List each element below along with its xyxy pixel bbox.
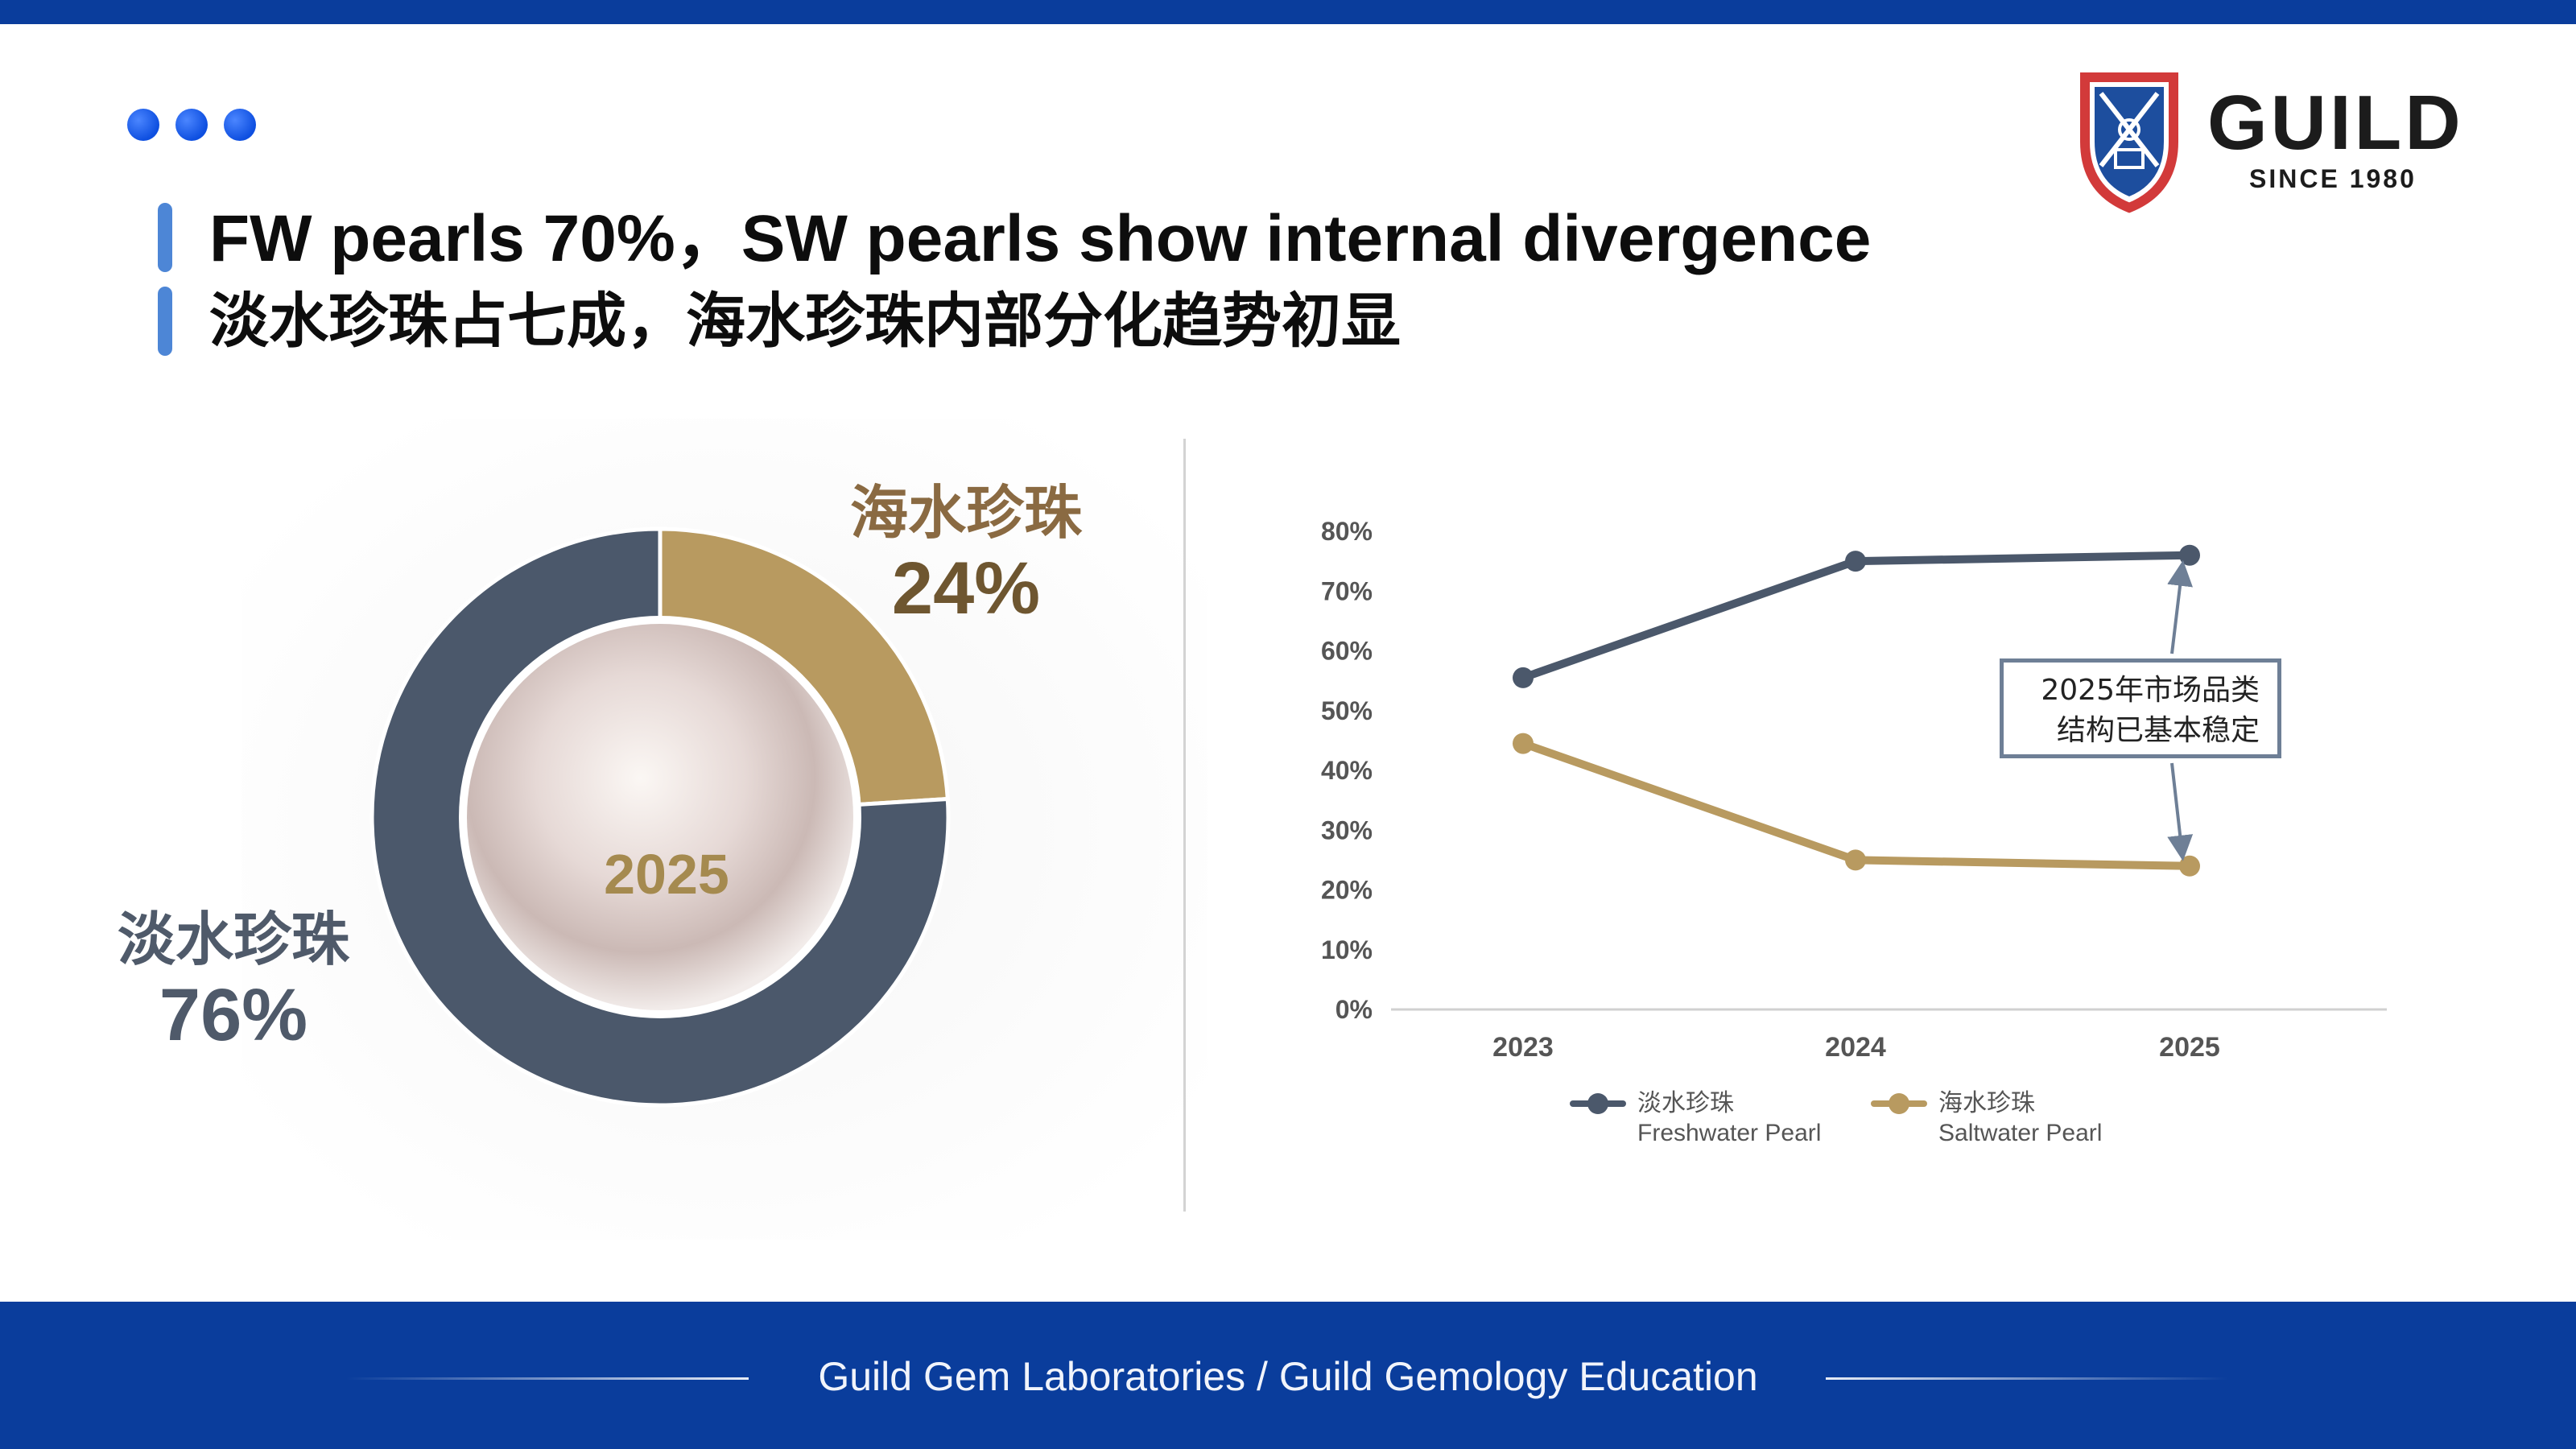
decorative-dots: [127, 109, 256, 141]
y-tick-label: 50%: [1321, 696, 1373, 725]
annotation-line-2: 结构已基本稳定: [2056, 714, 2260, 747]
donut-center-year: 2025: [604, 843, 729, 906]
data-point-saltwater: [2179, 855, 2200, 877]
donut-chart: 2025: [242, 419, 1208, 1240]
footer-bar: Guild Gem Laboratories / Guild Gemology …: [0, 1302, 2576, 1449]
y-tick-label: 70%: [1321, 576, 1373, 605]
pearl-image: [467, 624, 853, 1010]
title-chinese: 淡水珍珠占七成，海水珍珠内部分化趋势初显: [209, 286, 1401, 356]
line-chart: 0% 10% 20% 30% 40% 50% 60% 70% 80% 2023 2024 2025: [1321, 517, 2387, 1063]
legend-freshwater-en: Freshwater Pearl: [1637, 1120, 1822, 1146]
annotation-callout: 2025年市场品类 结构已基本稳定: [2000, 658, 2281, 758]
logo-since: SINCE 1980: [2249, 164, 2417, 193]
annotation-arrow-up: [2167, 559, 2193, 654]
slide-title: FW pearls 70%，SW pearls show internal di…: [158, 190, 1871, 357]
shield-crest-icon: [2080, 72, 2178, 213]
title-accent-bar: [158, 287, 172, 356]
data-point-freshwater: [1513, 667, 1534, 688]
legend-saltwater-en: Saltwater Pearl: [1938, 1120, 2103, 1146]
y-tick-label: 40%: [1321, 756, 1373, 785]
legend-item-saltwater: 海水珍珠 Saltwater Pearl: [1871, 1088, 2102, 1148]
y-tick-label: 60%: [1321, 637, 1373, 666]
series-line-saltwater: [1521, 739, 2190, 870]
freshwater-name: 淡水珍珠: [117, 906, 349, 973]
footer-rule-right: [1826, 1377, 2228, 1380]
data-point-saltwater: [1513, 733, 1534, 754]
dot-icon: [224, 109, 256, 141]
data-point-freshwater: [2179, 544, 2200, 566]
y-tick-label: 0%: [1335, 995, 1373, 1024]
x-tick-label: 2023: [1492, 1032, 1554, 1063]
x-tick-label: 2024: [1825, 1032, 1886, 1063]
y-tick-label: 20%: [1321, 876, 1373, 905]
freshwater-percent: 76%: [159, 974, 308, 1056]
dot-icon: [175, 109, 208, 141]
top-accent-bar: [0, 0, 2576, 24]
footer-text: Guild Gem Laboratories / Guild Gemology …: [818, 1354, 1758, 1399]
saltwater-name: 海水珍珠: [849, 479, 1082, 547]
legend-saltwater-cn: 海水珍珠: [1938, 1089, 2035, 1117]
y-tick-label: 80%: [1321, 517, 1373, 546]
saltwater-label: 海水珍珠 24%: [845, 465, 1087, 628]
x-tick-label: 2025: [2159, 1032, 2220, 1063]
legend-saltwater-swatch: [1871, 1092, 1927, 1116]
donut-svg: [242, 419, 1208, 1240]
footer-rule-left: [346, 1377, 749, 1380]
logo-wordmark: GUILD: [2207, 80, 2464, 166]
y-tick-label: 10%: [1321, 935, 1373, 964]
data-point-saltwater: [1845, 849, 1866, 871]
data-point-freshwater: [1845, 551, 1866, 572]
panel-divider: [1183, 439, 1186, 1212]
dot-icon: [127, 109, 159, 141]
title-english: FW pearls 70%，SW pearls show internal di…: [209, 201, 1872, 275]
guild-logo: GUILD SINCE 1980: [2069, 69, 2471, 214]
annotation-arrow-down: [2167, 762, 2194, 861]
legend-freshwater-swatch: [1570, 1092, 1626, 1116]
legend-item-freshwater: 淡水珍珠 Freshwater Pearl: [1570, 1088, 1821, 1148]
saltwater-percent: 24%: [891, 547, 1041, 630]
annotation-line-1: 2025年市场品类: [2041, 674, 2260, 707]
legend-freshwater-cn: 淡水珍珠: [1637, 1089, 1734, 1117]
y-tick-label: 30%: [1321, 815, 1373, 844]
title-accent-bar: [158, 203, 172, 272]
freshwater-label: 淡水珍珠 76%: [97, 892, 370, 1055]
